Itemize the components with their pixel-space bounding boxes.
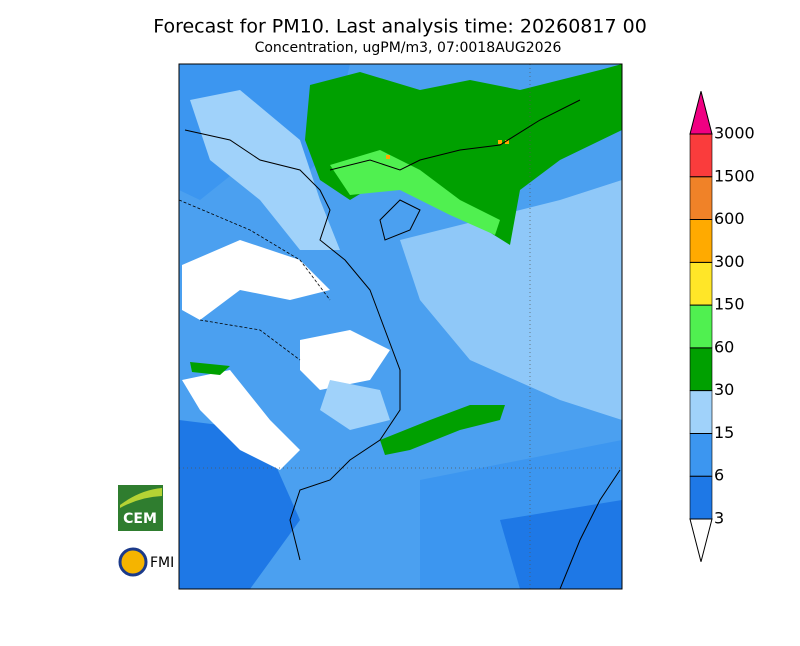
colorbar-label: 3000 <box>714 124 755 143</box>
colorbar-segment <box>689 176 713 220</box>
colorbar-label: 300 <box>714 252 745 271</box>
cem-logo: CEM <box>118 485 163 531</box>
subtitle: Concentration, ugPM/m3, 07:0018AUG2026 <box>255 40 562 56</box>
fmi-logo: FMI <box>118 547 174 577</box>
colorbar-segment <box>689 262 713 306</box>
colorbar-label: 30 <box>714 380 734 399</box>
colorbar: 3 6 15 30 60 150 300 600 1500 3000 <box>689 91 755 562</box>
logo-text: FMI <box>150 555 174 571</box>
colorbar-label: 150 <box>714 295 745 314</box>
colorbar-segment <box>689 347 713 391</box>
colorbar-segment <box>689 433 713 477</box>
colorbar-over <box>689 91 713 135</box>
title: Forecast for PM10. Last analysis time: 2… <box>153 16 647 38</box>
colorbar-segment <box>689 304 713 349</box>
colorbar-label: 3 <box>714 509 724 528</box>
colorbar-label: 15 <box>714 423 734 442</box>
colorbar-label: 60 <box>714 337 734 356</box>
colorbar-segment <box>689 133 713 178</box>
colorbar-label: 6 <box>714 466 724 485</box>
colorbar-label: 600 <box>714 209 745 228</box>
colorbar-segment <box>689 219 713 263</box>
map <box>178 63 623 590</box>
colorbar-segment <box>689 475 713 520</box>
logo-text: CEM <box>123 511 157 527</box>
colorbar-segment <box>689 390 713 434</box>
colorbar-label: 1500 <box>714 166 755 185</box>
colorbar-under <box>689 518 713 562</box>
